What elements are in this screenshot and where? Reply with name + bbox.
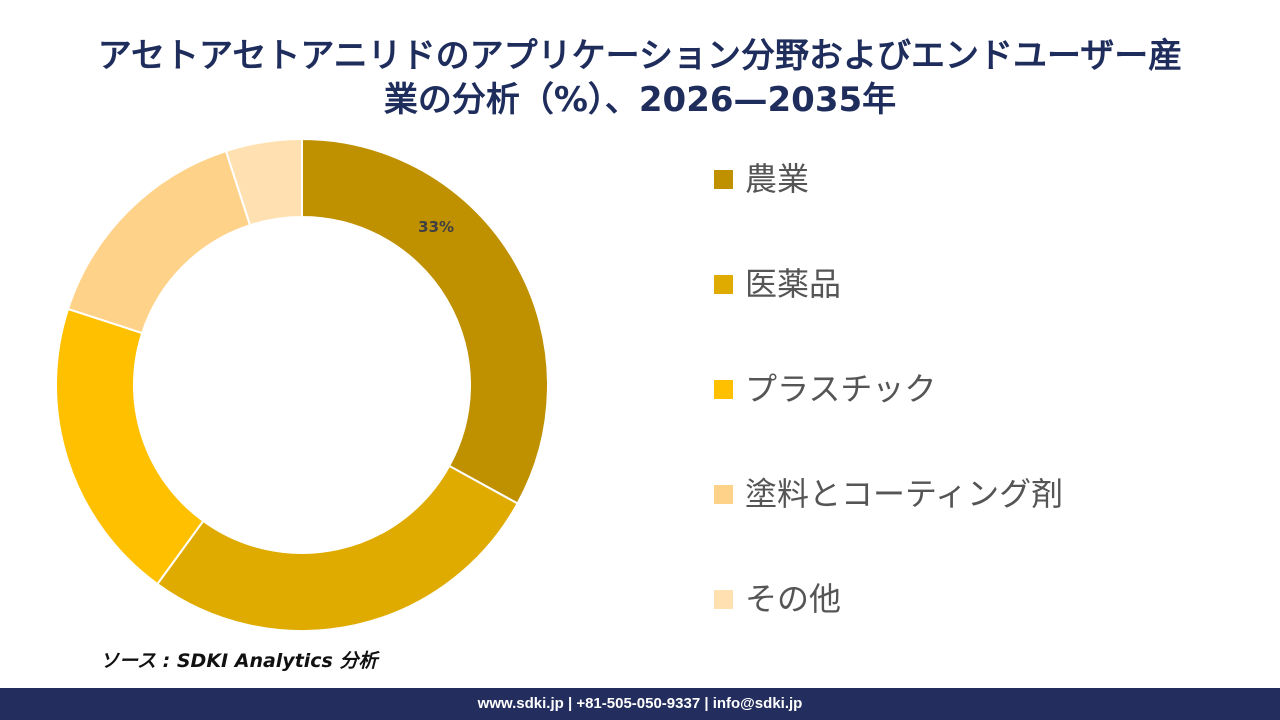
legend-item-2: 医薬品 <box>714 255 1063 360</box>
donut-slice-1 <box>301 137 549 505</box>
legend-label-2: 医薬品 <box>745 265 842 303</box>
footer-contact: www.sdki.jp | +81-505-050-9337 | info@sd… <box>477 695 803 712</box>
legend-label-5: その他 <box>745 580 842 618</box>
donut-slice-4 <box>66 149 252 335</box>
data-label-1: 33% <box>418 218 454 236</box>
legend-swatch-1 <box>714 170 733 189</box>
legend-item-3: プラスチック <box>714 360 1063 465</box>
legend-item-5: その他 <box>714 570 1063 675</box>
donut-slice-5 <box>224 137 303 227</box>
legend-swatch-3 <box>714 380 733 399</box>
donut-slice-3 <box>55 307 205 586</box>
donut-slice-2 <box>156 464 519 632</box>
footer-bar: www.sdki.jp | +81-505-050-9337 | info@sd… <box>0 688 1280 720</box>
legend-label-3: プラスチック <box>745 370 937 408</box>
chart-title: アセトアセトアニリドのアプリケーション分野およびエンドユーザー産 業の分析（%）… <box>0 34 1280 122</box>
legend-swatch-5 <box>714 590 733 609</box>
chart-legend: 農業医薬品プラスチック塗料とコーティング剤 その他 <box>714 150 1063 675</box>
legend-swatch-4 <box>714 485 733 504</box>
legend-item-1: 農業 <box>714 150 1063 255</box>
legend-label-1: 農業 <box>745 160 810 198</box>
chart-title-line-1: アセトアセトアニリドのアプリケーション分野およびエンドユーザー産 <box>97 36 1183 76</box>
source-note: ソース : SDKI Analytics 分析 <box>100 650 378 672</box>
donut-chart: 33% <box>55 137 549 632</box>
chart-title-line-2: 業の分析（%）、2026—2035年 <box>383 80 897 120</box>
legend-label-4: 塗料とコーティング剤 <box>745 475 1064 513</box>
legend-item-4: 塗料とコーティング剤 <box>714 465 1063 570</box>
legend-swatch-2 <box>714 275 733 294</box>
